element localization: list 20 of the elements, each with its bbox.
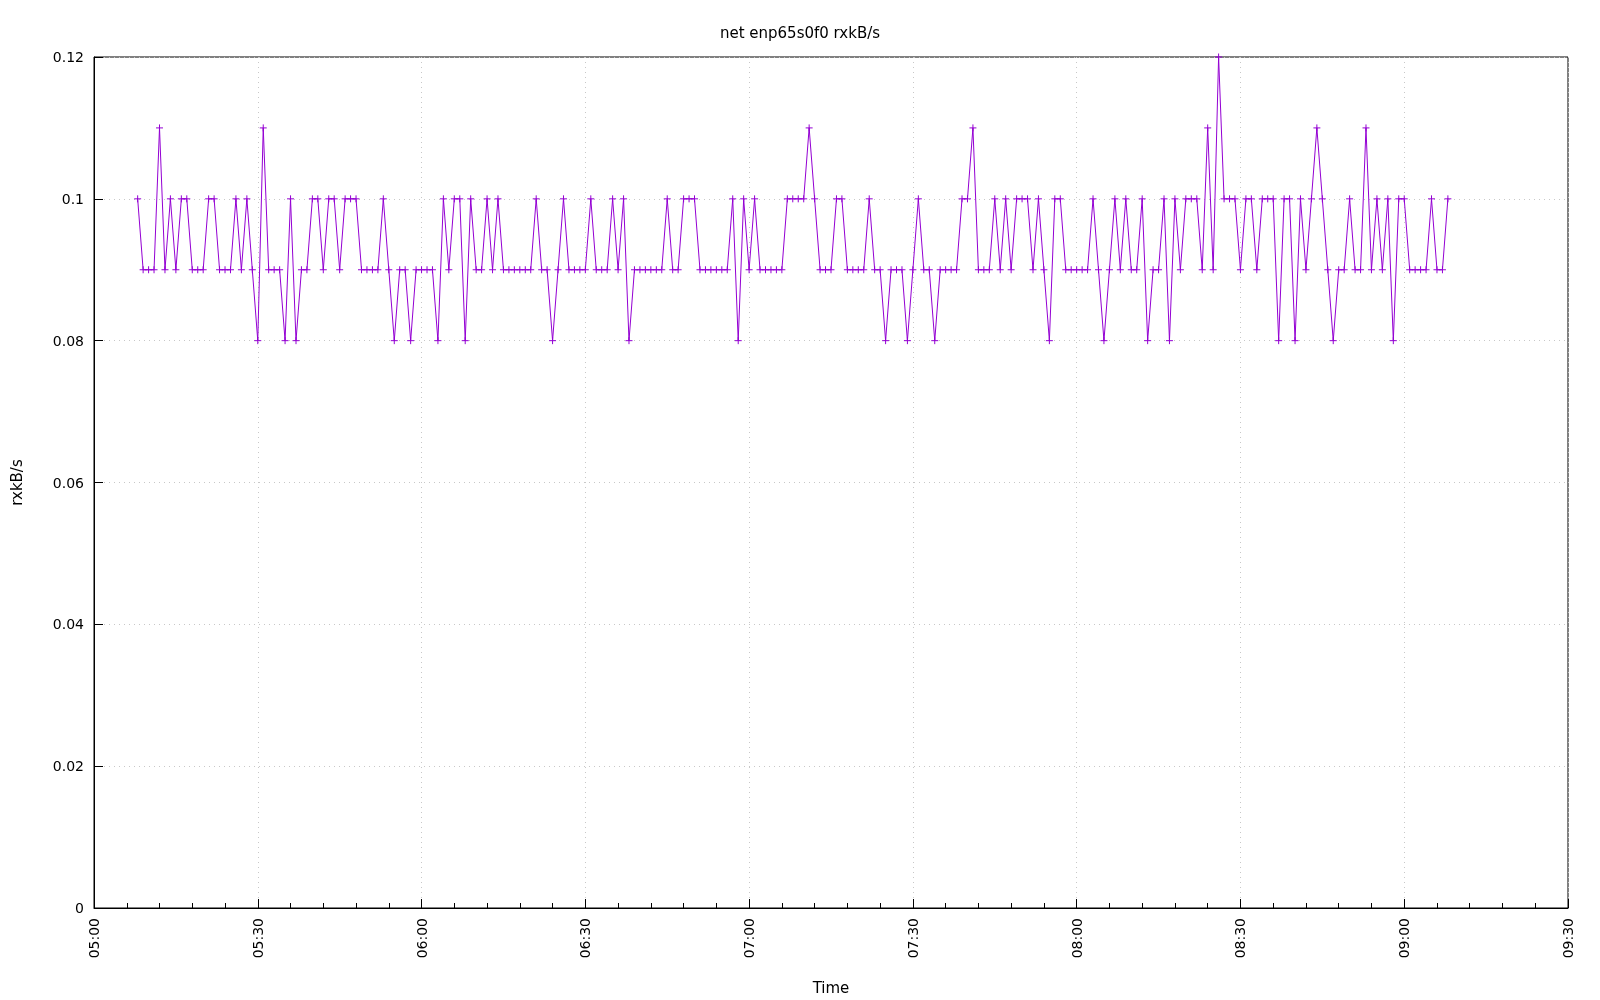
x-axis-title: Time xyxy=(811,978,850,997)
x-tick-label: 08:30 xyxy=(1232,918,1249,959)
x-tick-label: 06:30 xyxy=(577,918,594,959)
y-tick-label: 0.06 xyxy=(52,474,85,491)
y-tick-label: 0.04 xyxy=(52,616,85,633)
x-tick-label: 05:30 xyxy=(249,918,266,959)
y-tick-label: 0.1 xyxy=(61,190,84,207)
y-tick-label: 0.12 xyxy=(52,49,84,65)
x-tick-label: 05:00 xyxy=(86,918,102,959)
x-tick-label: 09:30 xyxy=(1560,918,1576,959)
chart-title: net enp65s0f0 rxkB/s xyxy=(719,23,881,42)
x-tick-label: 07:00 xyxy=(741,918,758,959)
x-tick-label: 08:00 xyxy=(1068,918,1085,959)
x-tick-label: 06:00 xyxy=(413,918,430,959)
x-tick-label: 07:30 xyxy=(904,918,921,959)
x-tick-label: 09:00 xyxy=(1396,918,1413,959)
y-tick-label: 0 xyxy=(75,900,84,916)
y-tick-label: 0.02 xyxy=(52,758,84,775)
y-axis-title: rxkB/s xyxy=(7,459,26,506)
y-tick-label: 0.08 xyxy=(52,332,84,349)
